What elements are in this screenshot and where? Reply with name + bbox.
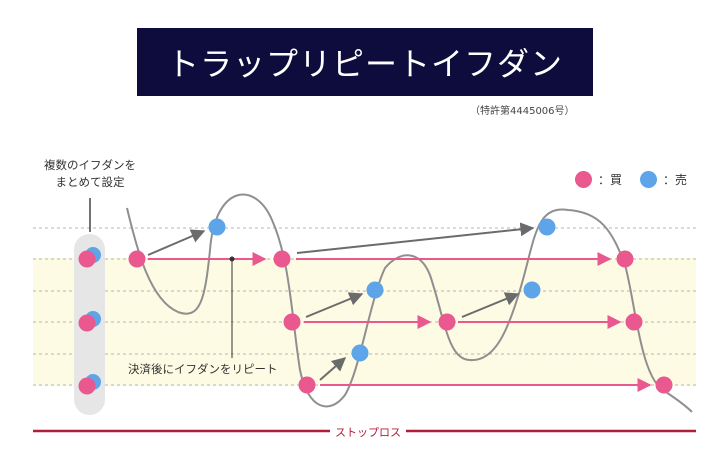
buy-marker-7 xyxy=(298,376,316,394)
gray-arrow-5 xyxy=(319,357,347,381)
gray-arrow-3 xyxy=(305,292,364,318)
note-line-2: まとめて設定 xyxy=(55,175,125,189)
legend-sell: ：売 xyxy=(640,171,687,188)
group-buy-2 xyxy=(78,314,96,332)
patent-number: （特許第4445006号） xyxy=(470,106,575,117)
sell-marker-2 xyxy=(538,218,556,236)
sell-marker-1 xyxy=(208,218,226,236)
buy-marker-5 xyxy=(438,313,456,331)
buy-marker xyxy=(575,171,592,188)
sell-marker-5 xyxy=(351,344,369,362)
buy-marker-8 xyxy=(655,376,673,394)
group-buy-1 xyxy=(78,250,96,268)
profit-arrows xyxy=(147,222,535,381)
annotation-pointer-dot xyxy=(229,256,235,262)
legend-sell-label: ：売 xyxy=(663,173,688,187)
title-banner: トラップリピートイフダン xyxy=(137,28,593,96)
legend-buy-label: ：買 xyxy=(598,173,623,187)
buy-marker-4 xyxy=(283,313,301,331)
page-title: トラップリピートイフダン xyxy=(166,45,563,83)
sell-marker xyxy=(640,171,657,188)
stop-loss-label: ストップロス xyxy=(330,424,406,440)
buy-marker-2 xyxy=(273,250,291,268)
gray-arrow-4 xyxy=(461,292,520,318)
order-markers xyxy=(128,218,673,394)
buy-marker-3 xyxy=(616,250,634,268)
legend-buy: ：買 xyxy=(575,171,622,188)
repeat-annotation: 決済後にイフダンをリピート xyxy=(128,362,278,376)
group-buy-3 xyxy=(78,377,96,395)
buy-marker-6 xyxy=(625,313,643,331)
note-line-1: 複数のイフダンを xyxy=(44,158,136,172)
multi-order-note: 複数のイフダンを まとめて設定 xyxy=(36,157,144,191)
gray-arrow-1 xyxy=(147,229,206,256)
sell-marker-4 xyxy=(523,281,541,299)
grouped-orders xyxy=(78,247,101,395)
sell-marker-3 xyxy=(366,281,384,299)
buy-marker-1 xyxy=(128,250,146,268)
price-curve xyxy=(126,193,693,413)
buy-arrows xyxy=(148,252,652,392)
gray-arrow-2 xyxy=(296,222,535,254)
